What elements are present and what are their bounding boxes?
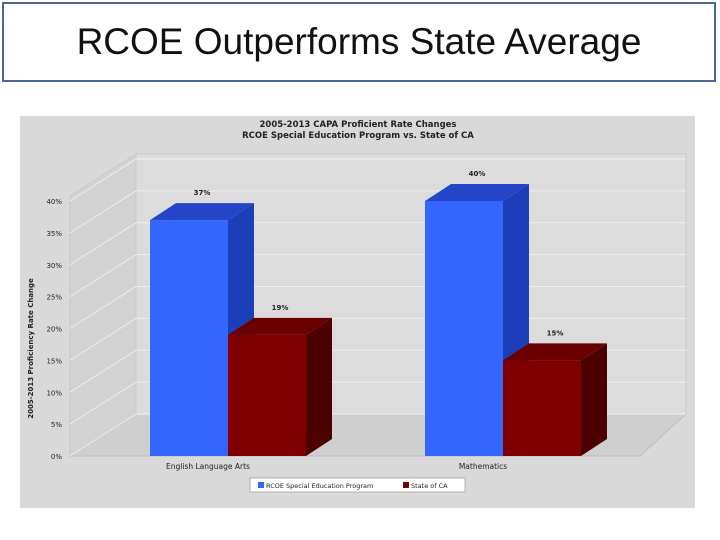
y-tick-label: 25% xyxy=(46,294,62,302)
bar-top xyxy=(150,203,254,221)
legend-swatch xyxy=(258,482,264,488)
chart-area: 2005-2013 CAPA Proficient Rate Changes R… xyxy=(20,116,695,508)
bar-side xyxy=(306,317,332,456)
gridline xyxy=(69,158,686,202)
data-label: 15% xyxy=(547,329,564,337)
legend-label: State of CA xyxy=(411,482,448,490)
bar-chart: 2005-2013 CAPA Proficient Rate Changes R… xyxy=(20,116,695,508)
y-tick-label: 10% xyxy=(46,389,62,397)
y-tick-label: 0% xyxy=(51,453,62,461)
slide-title-box: RCOE Outperforms State Average xyxy=(2,2,716,82)
bar xyxy=(503,360,581,456)
legend-swatch xyxy=(403,482,409,488)
slide-title: RCOE Outperforms State Average xyxy=(76,21,642,62)
chart-subtitle: RCOE Special Education Program vs. State… xyxy=(242,131,474,141)
data-label: 40% xyxy=(469,170,486,178)
bar-side xyxy=(581,343,607,456)
legend: RCOE Special Education Program State of C… xyxy=(249,477,466,493)
data-label: 37% xyxy=(194,189,211,197)
plot-area: 0% 5% 10% 15% 20% 25% 30% 35% 40% 2005-2013 Profi… xyxy=(27,153,688,471)
y-tick-label: 5% xyxy=(51,421,62,429)
y-tick-label: 15% xyxy=(46,357,62,365)
bar xyxy=(425,201,503,456)
bar-top xyxy=(425,184,529,201)
data-label: 19% xyxy=(272,304,289,312)
y-axis-label: 2005-2013 Proficiency Rate Change xyxy=(27,278,35,419)
x-tick-label: English Language Arts xyxy=(166,462,250,471)
y-tick-label: 35% xyxy=(46,230,62,238)
y-tick-label: 40% xyxy=(46,198,62,206)
bar xyxy=(150,220,228,456)
bar-top xyxy=(503,343,607,361)
bar xyxy=(228,334,306,456)
legend-box xyxy=(249,477,466,493)
chart-title: 2005-2013 CAPA Proficient Rate Changes xyxy=(259,120,456,130)
side-wall xyxy=(69,153,137,457)
legend-label: RCOE Special Education Program xyxy=(266,482,373,490)
x-tick-label: Mathematics xyxy=(459,462,507,471)
bar-top xyxy=(228,317,332,335)
y-tick-label: 30% xyxy=(46,262,62,270)
y-tick-label: 20% xyxy=(46,326,62,334)
